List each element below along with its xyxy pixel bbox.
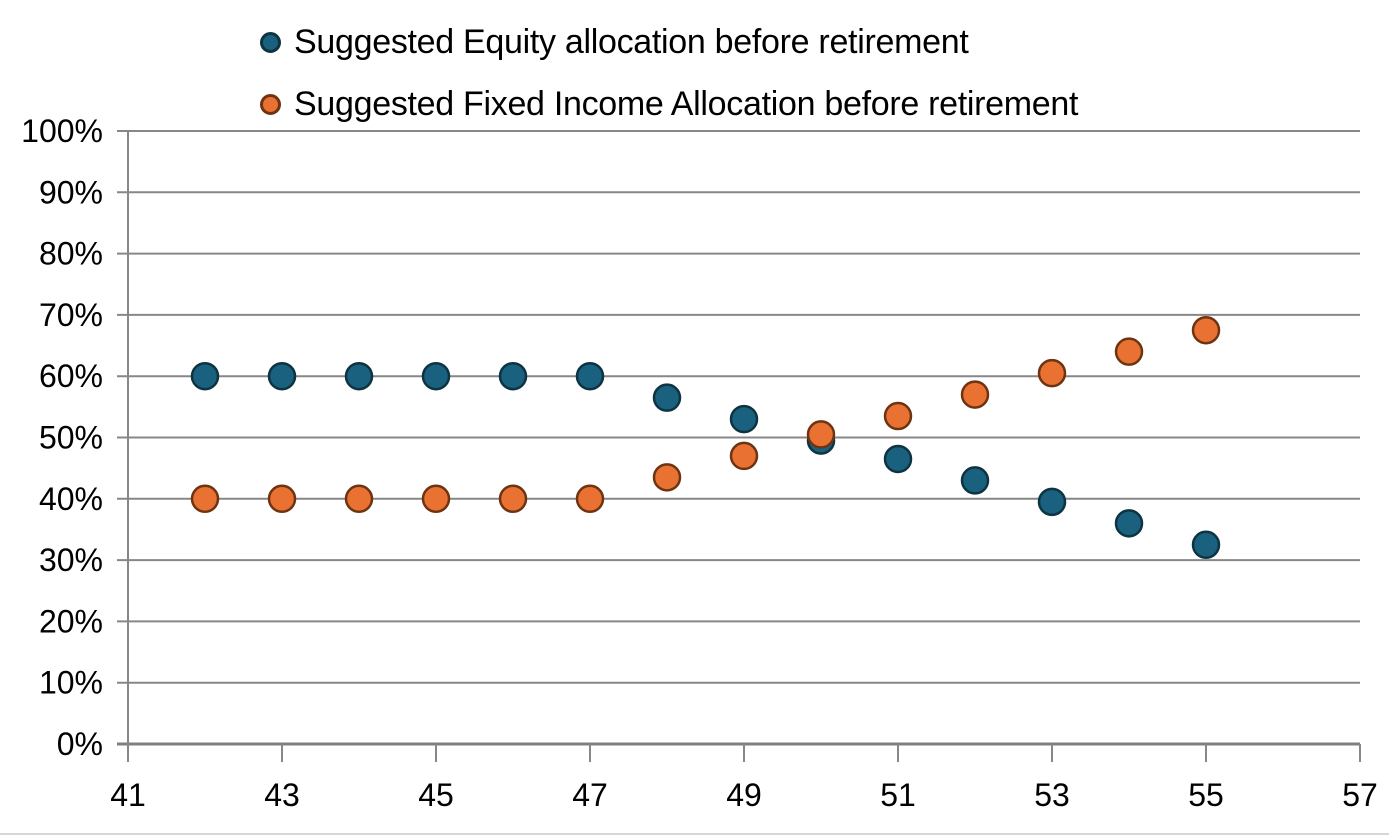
equity-series-marker-icon bbox=[260, 31, 281, 53]
x-tick-label: 51 bbox=[880, 777, 916, 813]
equity-data-point bbox=[883, 444, 913, 474]
fixed-income-data-point bbox=[1114, 337, 1144, 366]
x-tick-label: 41 bbox=[110, 777, 146, 813]
y-tick-label: 10% bbox=[39, 665, 103, 701]
fixed-income-data-point bbox=[1191, 315, 1221, 345]
fixed-income-data-point bbox=[498, 484, 528, 514]
y-tick-label: 0% bbox=[57, 726, 103, 762]
legend-label-fixed-income: Suggested Fixed Income Allocation before… bbox=[294, 84, 1079, 123]
fixed-income-data-point bbox=[1037, 358, 1067, 388]
x-tick-label: 45 bbox=[418, 777, 454, 813]
equity-data-point bbox=[421, 361, 451, 391]
equity-data-point bbox=[498, 361, 528, 391]
y-tick-label: 100% bbox=[21, 113, 103, 149]
equity-data-point bbox=[267, 361, 297, 391]
equity-data-point bbox=[729, 404, 759, 434]
chart-legend: Suggested Equity allocation before retir… bbox=[260, 22, 1079, 123]
legend-label-equity: Suggested Equity allocation before retir… bbox=[294, 22, 969, 61]
x-tick-label: 53 bbox=[1034, 777, 1070, 813]
x-tick-label: 55 bbox=[1188, 777, 1224, 813]
fixed-income-data-point bbox=[883, 401, 913, 431]
y-tick-label: 30% bbox=[39, 542, 103, 578]
x-tick-label: 47 bbox=[572, 777, 608, 813]
fixed-income-data-point bbox=[575, 484, 605, 514]
y-tick-label: 70% bbox=[39, 297, 103, 333]
fixed-income-series-marker-icon bbox=[260, 93, 281, 115]
chart-border-bottom bbox=[0, 833, 1389, 835]
equity-data-point bbox=[190, 361, 220, 391]
fixed-income-data-point bbox=[806, 420, 836, 449]
equity-data-point bbox=[575, 361, 605, 391]
y-tick-label: 90% bbox=[39, 174, 103, 210]
x-tick-label: 57 bbox=[1342, 777, 1378, 813]
fixed-income-data-point bbox=[267, 484, 297, 514]
equity-data-point bbox=[652, 383, 682, 412]
equity-data-point bbox=[960, 466, 990, 495]
equity-data-point bbox=[1114, 509, 1144, 538]
fixed-income-data-point bbox=[960, 380, 990, 409]
fixed-income-data-point bbox=[729, 441, 759, 471]
y-tick-label: 40% bbox=[39, 481, 103, 517]
fixed-income-data-point bbox=[652, 463, 682, 492]
x-tick-label: 49 bbox=[726, 777, 762, 813]
equity-data-point bbox=[1037, 487, 1067, 517]
equity-data-point bbox=[344, 361, 374, 391]
x-tick-label: 43 bbox=[264, 777, 300, 813]
y-tick-label: 50% bbox=[39, 420, 103, 456]
fixed-income-data-point bbox=[190, 484, 220, 514]
y-tick-label: 20% bbox=[39, 603, 103, 639]
y-tick-label: 60% bbox=[39, 358, 103, 394]
fixed-income-data-point bbox=[421, 484, 451, 514]
y-tick-label: 80% bbox=[39, 236, 103, 272]
equity-data-point bbox=[1191, 530, 1221, 560]
legend-item-fixed-income: Suggested Fixed Income Allocation before… bbox=[260, 84, 1079, 123]
fixed-income-data-point bbox=[344, 484, 374, 514]
legend-item-equity: Suggested Equity allocation before retir… bbox=[260, 22, 1078, 61]
